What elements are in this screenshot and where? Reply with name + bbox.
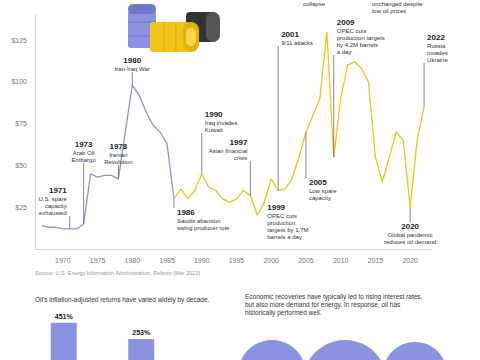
svg-text:OPEC cuts: OPEC cuts (337, 28, 367, 34)
svg-text:by 4.2M barrels: by 4.2M barrels (337, 42, 378, 48)
svg-text:253%: 253% (132, 329, 151, 336)
svg-text:unchanged despite: unchanged despite (372, 1, 423, 7)
svg-text:1990: 1990 (194, 257, 210, 264)
svg-text:production: production (267, 220, 295, 226)
svg-text:capacity: capacity (45, 203, 67, 209)
svg-text:451%: 451% (55, 313, 74, 320)
svg-text:9/11 attacks: 9/11 attacks (281, 40, 313, 46)
svg-text:1975: 1975 (90, 257, 106, 264)
svg-text:2020: 2020 (401, 222, 419, 231)
svg-text:Arab Oil: Arab Oil (73, 150, 95, 156)
svg-text:capacity: capacity (309, 195, 331, 201)
svg-text:swing producer role: swing producer role (177, 225, 230, 231)
svg-text:Oil's inflation-adjusted retur: Oil's inflation-adjusted returns have va… (35, 296, 210, 304)
svg-text:invades: invades (427, 50, 448, 56)
svg-text:1985: 1985 (159, 257, 175, 264)
svg-text:Economic recoveries have typic: Economic recoveries have typically led t… (245, 293, 423, 301)
svg-text:2009: 2009 (337, 18, 355, 27)
svg-text:exhausted: exhausted (39, 210, 67, 216)
svg-text:Ukraine: Ukraine (427, 57, 448, 63)
svg-text:crisis: crisis (234, 155, 248, 161)
svg-text:OPEC cuts: OPEC cuts (267, 213, 297, 219)
svg-text:1970: 1970 (55, 257, 71, 264)
svg-text:1980: 1980 (124, 257, 140, 264)
svg-text:2022: 2022 (427, 33, 445, 42)
svg-text:Revolution: Revolution (104, 159, 132, 165)
svg-text:Kuwait: Kuwait (205, 127, 223, 133)
svg-text:2000: 2000 (263, 257, 279, 264)
svg-text:$125: $125 (11, 37, 27, 44)
svg-text:2015: 2015 (368, 257, 384, 264)
svg-text:2005: 2005 (298, 257, 314, 264)
svg-text:1971: 1971 (49, 186, 67, 195)
svg-text:Source: U.S. Energy Informatio: Source: U.S. Energy Information Administ… (35, 270, 200, 276)
svg-text:1978: 1978 (109, 142, 127, 151)
svg-text:2010: 2010 (333, 257, 349, 264)
svg-text:1973: 1973 (75, 140, 93, 149)
svg-text:Saudis abandon: Saudis abandon (177, 218, 220, 224)
svg-text:$25: $25 (15, 204, 27, 211)
svg-text:production targets: production targets (337, 35, 385, 41)
svg-text:barrels a day: barrels a day (267, 234, 302, 240)
svg-text:a day: a day (337, 49, 352, 55)
svg-text:collapse: collapse (303, 1, 326, 7)
svg-text:1986: 1986 (177, 208, 195, 217)
svg-text:reduces oil demand: reduces oil demand (384, 239, 436, 245)
svg-text:Low spare: Low spare (309, 188, 337, 194)
svg-text:1997: 1997 (230, 138, 248, 147)
svg-text:$50: $50 (15, 162, 27, 169)
svg-text:2001: 2001 (281, 30, 299, 39)
svg-text:Iran-Iraq War: Iran-Iraq War (115, 66, 150, 72)
svg-text:Embargo: Embargo (71, 157, 96, 163)
svg-text:2005: 2005 (309, 178, 327, 187)
svg-text:$75: $75 (15, 120, 27, 127)
svg-text:1999: 1999 (267, 203, 285, 212)
svg-text:Global pandemic: Global pandemic (388, 232, 433, 238)
svg-text:Russia: Russia (427, 43, 446, 49)
svg-text:U.S. spare: U.S. spare (38, 196, 67, 202)
svg-text:low oil prices: low oil prices (372, 8, 406, 14)
svg-text:1990: 1990 (205, 110, 223, 119)
svg-text:1995: 1995 (229, 257, 245, 264)
svg-text:1980: 1980 (123, 56, 141, 65)
svg-text:targets by 1.7M: targets by 1.7M (267, 227, 308, 233)
svg-text:historically performed well.: historically performed well. (245, 309, 322, 317)
svg-text:$100: $100 (11, 78, 27, 85)
svg-text:2020: 2020 (402, 257, 418, 264)
svg-text:Iranian: Iranian (109, 152, 127, 158)
svg-text:Iraq invades: Iraq invades (205, 120, 238, 126)
svg-text:Asian financial: Asian financial (209, 148, 248, 154)
svg-text:but also more demand for energ: but also more demand for energy. In resp… (245, 301, 401, 309)
